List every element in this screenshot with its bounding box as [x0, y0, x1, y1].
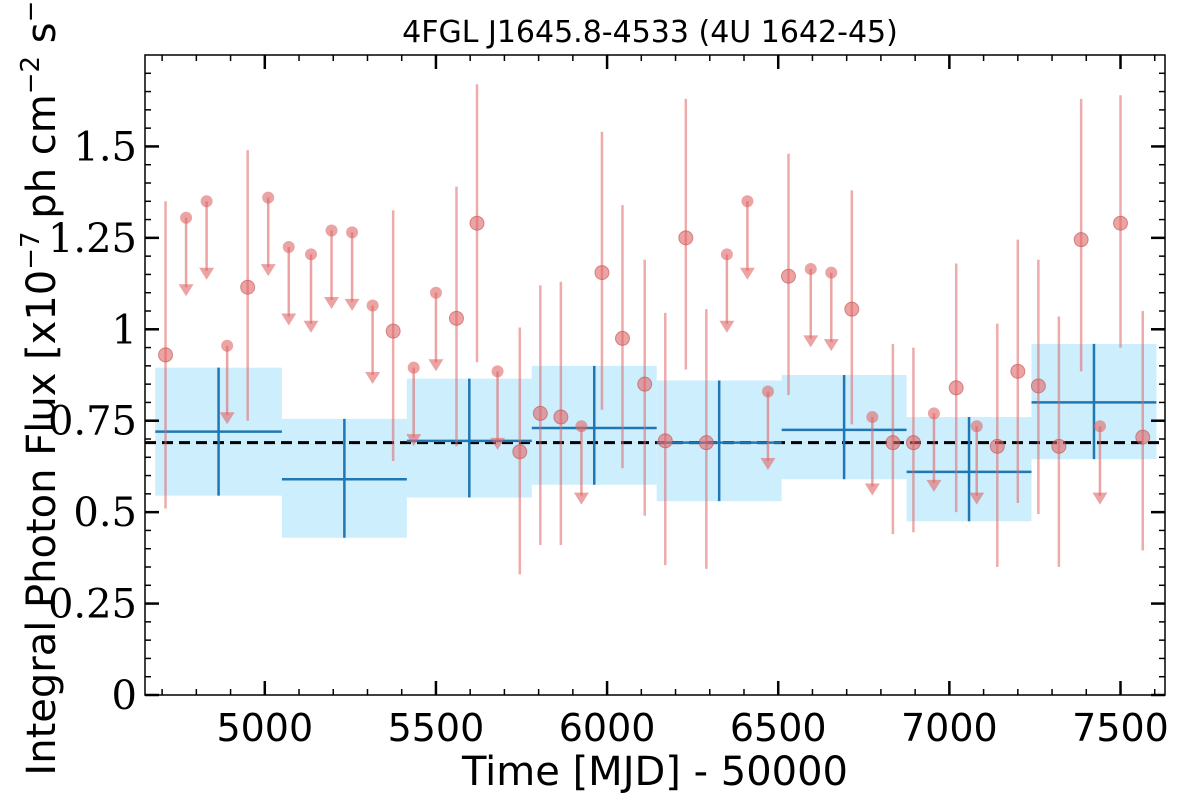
flux-point: [1030, 378, 1046, 394]
flux-point: [948, 380, 964, 396]
y-tick-label: 1: [112, 307, 137, 353]
x-tick-label: 6000: [559, 706, 656, 750]
upper-limit-arrow-head: [719, 320, 735, 333]
flux-point: [1113, 215, 1129, 231]
flux-point: [678, 230, 694, 246]
upper-limit-point: [221, 339, 234, 352]
y-tick-label: 0.75: [48, 399, 137, 445]
upper-limit-point: [970, 420, 983, 433]
upper-limit-point: [366, 299, 379, 312]
x-tick-label: 6500: [730, 706, 827, 750]
upper-limit-arrow-head: [303, 320, 319, 333]
upper-limit-arrow-head: [490, 437, 506, 450]
upper-limit-point: [200, 195, 213, 208]
y-axis-label: Integral Photon Flux [x10−7 ph cm−2 s−1]: [16, 0, 65, 776]
upper-limit-point: [491, 365, 504, 378]
chart-title: 4FGL J1645.8-4533 (4U 1642-45): [402, 15, 898, 50]
upper-limit-arrow-head: [365, 372, 381, 384]
x-axis-label: Time [MJD] - 50000: [461, 749, 848, 795]
upper-limit-point: [927, 407, 940, 420]
flux-point: [553, 409, 569, 425]
flux-point: [512, 444, 528, 460]
flux-points: [158, 84, 1151, 575]
flux-point: [532, 405, 548, 421]
upper-limit-arrow-head: [823, 339, 839, 352]
upper-limit-arrow-head: [178, 284, 194, 297]
upper-limit-arrow-head: [199, 267, 215, 280]
flux-point: [158, 347, 174, 363]
y-tick-label: 0.5: [73, 490, 137, 536]
flux-point: [780, 268, 796, 284]
upper-limit-point: [346, 226, 359, 239]
upper-limit-point: [575, 420, 588, 433]
flux-point: [594, 265, 610, 281]
flux-point: [1051, 438, 1067, 454]
x-tick-label: 7500: [1072, 706, 1169, 750]
flux-point: [1073, 232, 1089, 248]
plot-frame: [144, 54, 1166, 696]
flux-point: [1010, 363, 1026, 379]
upper-limit-arrow-head: [1092, 492, 1108, 505]
flux-point: [844, 301, 860, 317]
y-tick-label: 1.5: [73, 124, 137, 170]
flux-point: [989, 438, 1005, 454]
upper-limit-arrow-head: [406, 434, 422, 447]
x-tick-label: 7000: [901, 706, 998, 750]
upper-limit-arrow-head: [739, 267, 755, 280]
upper-limit-arrow-head: [969, 492, 985, 505]
upper-limit-arrow-head: [219, 412, 235, 425]
flux-point: [469, 215, 485, 231]
y-tick-label: 0.25: [48, 582, 137, 628]
upper-limit-point: [325, 224, 338, 237]
upper-limit-point: [866, 411, 879, 424]
upper-limit-point: [262, 191, 275, 204]
flux-point: [657, 433, 673, 449]
upper-limit-arrow-head: [281, 313, 297, 326]
flux-point: [637, 376, 653, 392]
upper-limit-arrow-head: [260, 264, 276, 277]
upper-limit-point: [1093, 420, 1106, 433]
upper-limit-point: [407, 361, 420, 374]
upper-limit-arrow-head: [926, 479, 942, 492]
flux-point: [698, 435, 714, 451]
upper-limit-point: [741, 195, 754, 208]
flux-point: [885, 435, 901, 451]
flux-point: [905, 435, 921, 451]
x-tick-label: 5000: [216, 706, 313, 750]
upper-limit-point: [429, 286, 442, 299]
upper-limit-point: [180, 211, 193, 224]
flux-point: [1135, 429, 1151, 445]
binned-flux-crosses: [155, 343, 1157, 538]
upper-limit-point: [825, 266, 838, 279]
upper-limit-arrow-head: [760, 457, 776, 470]
upper-limit-arrow-head: [344, 298, 360, 311]
upper-limit-arrow-head: [573, 492, 589, 505]
y-tick-label: 1.25: [48, 216, 137, 262]
upper-limit-point: [305, 248, 318, 261]
upper-limit-arrow-head: [428, 359, 444, 372]
flux-point: [448, 310, 464, 326]
flux-point: [240, 279, 256, 295]
upper-limit-arrow-head: [324, 297, 340, 310]
upper-limit-point: [720, 248, 733, 261]
upper-limit-arrow-head: [864, 483, 880, 496]
upper-limit-point: [282, 241, 295, 253]
upper-limit-arrow-head: [803, 335, 819, 348]
upper-limit-point: [804, 262, 817, 275]
axes: 5000 5500 6000 6500 7000 7500 0 0.25 0.5 0.75 1 1.2…: [48, 54, 1169, 750]
x-tick-label: 5500: [388, 706, 485, 750]
upper-limit-point: [761, 385, 774, 398]
y-tick-label: 0: [112, 673, 137, 719]
flux-point: [614, 330, 630, 346]
flux-point: [385, 323, 401, 339]
